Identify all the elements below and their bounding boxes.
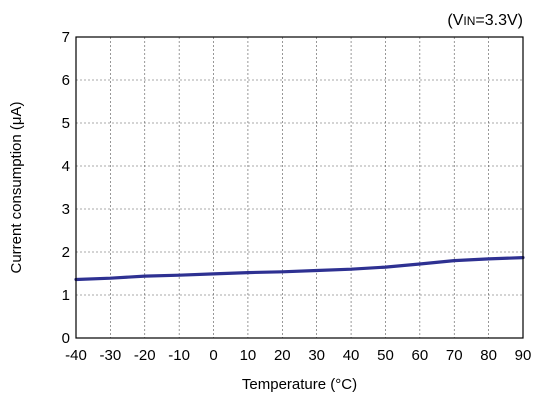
grid xyxy=(76,37,523,338)
x-tick-label: 50 xyxy=(377,347,394,364)
y-tick-labels: 0 1 2 3 4 5 6 7 xyxy=(62,29,70,347)
x-tick-label: 30 xyxy=(308,347,325,364)
x-tick-label: 80 xyxy=(480,347,497,364)
annotation-open: (V xyxy=(447,12,463,29)
x-tick-label: -20 xyxy=(134,347,156,364)
x-tick-label: 60 xyxy=(412,347,429,364)
y-tick-label: 0 xyxy=(62,330,70,347)
series-line xyxy=(74,256,525,282)
y-tick-label: 7 xyxy=(62,29,70,46)
x-tick-label: -10 xyxy=(168,347,190,364)
plot-frame xyxy=(75,36,524,339)
x-axis-title: Temperature (°C) xyxy=(242,376,357,393)
y-tick-label: 2 xyxy=(62,244,70,261)
y-axis-title: Current consumption (μA) xyxy=(8,101,25,273)
x-tick-labels: -40 -30 -20 -10 0 10 20 30 40 50 60 70 80 90 xyxy=(65,347,531,364)
x-tick-label: 90 xyxy=(515,347,532,364)
series-layer xyxy=(74,256,525,282)
y-tick-label: 1 xyxy=(62,287,70,304)
x-tick-label: 0 xyxy=(209,347,217,364)
x-tick-label: 20 xyxy=(274,347,291,364)
y-tick-label: 3 xyxy=(62,201,70,218)
annotation-subscript: IN xyxy=(463,14,475,28)
x-tick-label: 40 xyxy=(343,347,360,364)
condition-annotation: (VIN=3.3V) xyxy=(447,12,523,29)
y-tick-label: 6 xyxy=(62,72,70,89)
x-tick-label: 70 xyxy=(446,347,463,364)
x-tick-label: -40 xyxy=(65,347,87,364)
y-tick-label: 4 xyxy=(62,158,70,175)
annotation-close: =3.3V) xyxy=(475,12,523,29)
y-tick-label: 5 xyxy=(62,115,70,132)
x-tick-label: -30 xyxy=(100,347,122,364)
x-tick-label: 10 xyxy=(240,347,257,364)
